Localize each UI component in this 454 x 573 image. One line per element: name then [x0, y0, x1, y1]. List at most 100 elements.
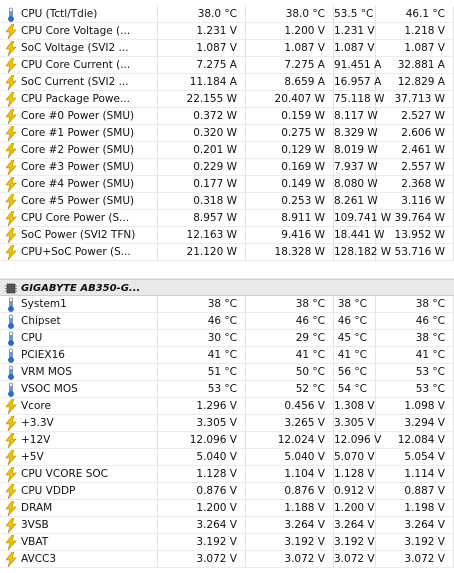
sensor-name-cell: CPU Package Powe... — [0, 91, 158, 108]
current-value: 7.275 A — [158, 57, 246, 74]
table-row[interactable]: +3.3V 3.305 V 3.265 V 3.305 V 3.294 V — [0, 415, 454, 432]
table-row[interactable]: Core #0 Power (SMU) 0.372 W 0.159 W 8.117 W… — [0, 108, 454, 125]
table-row[interactable]: Core #4 Power (SMU) 0.177 W 0.149 W 8.080 W… — [0, 176, 454, 193]
lightning-icon — [4, 125, 18, 142]
thermometer-icon — [4, 348, 18, 363]
table-row[interactable]: Core #2 Power (SMU) 0.201 W 0.129 W 8.019 W… — [0, 142, 454, 159]
table-row[interactable]: VBAT 3.192 V 3.192 V 3.192 V 3.192 V — [0, 534, 454, 551]
minimum-value: 0.456 V — [246, 398, 334, 415]
sensor-name-cell: CPU Core Voltage (... — [0, 23, 158, 40]
table-row[interactable]: SoC Voltage (SVI2 ... 1.087 V 1.087 V 1.087… — [0, 40, 454, 57]
minimum-value: 52 °C — [246, 381, 334, 398]
minimum-value: 0.159 W — [246, 108, 334, 125]
maximum-value: 3.072 V — [334, 551, 376, 568]
table-row[interactable]: Core #1 Power (SMU) 0.320 W 0.275 W 8.329 W… — [0, 125, 454, 142]
table-row[interactable]: CPU+SoC Power (S... 21.120 W 18.328 W 128.1… — [0, 244, 454, 261]
sensor-name-cell: 3VSB — [0, 517, 158, 534]
lightning-icon — [4, 91, 18, 108]
maximum-value: 56 °C — [334, 364, 376, 381]
sensor-label: 3VSB — [21, 519, 49, 531]
lightning-icon — [4, 432, 18, 449]
maximum-value: 1.200 V — [334, 500, 376, 517]
current-value: 12.163 W — [158, 227, 246, 244]
maximum-value: 8.019 W — [334, 142, 378, 159]
table-row[interactable]: CPU Core Current (... 7.275 A 7.275 A 91.45… — [0, 57, 454, 74]
table-row[interactable]: AVCC3 3.072 V 3.072 V 3.072 V 3.072 V — [0, 551, 454, 568]
average-value: 38 °C — [376, 296, 454, 313]
table-row[interactable]: CPU 30 °C 29 °C 45 °C 38 °C — [0, 330, 454, 347]
lightning-icon — [4, 210, 18, 227]
table-row[interactable]: +12V 12.096 V 12.024 V 12.096 V 12.084 V — [0, 432, 454, 449]
table-row[interactable]: PCIEX16 41 °C 41 °C 41 °C 41 °C — [0, 347, 454, 364]
average-value: 12.084 V — [376, 432, 454, 449]
sensor-label: VRM MOS — [21, 366, 72, 378]
minimum-value: 0.253 W — [246, 193, 334, 210]
group-label: GIGABYTE AB350-G... — [21, 283, 141, 294]
sensor-name-cell: CPU Core Current (... — [0, 57, 158, 74]
table-row[interactable]: Vcore 1.296 V 0.456 V 1.308 V 1.098 V — [0, 398, 454, 415]
table-row[interactable]: CPU Core Power (S... 8.957 W 8.911 W 109.74… — [0, 210, 454, 227]
current-value: 1.231 V — [158, 23, 246, 40]
minimum-value: 38 °C — [246, 296, 334, 313]
sensor-name-cell: SoC Current (SVI2 ... — [0, 74, 158, 91]
table-row[interactable]: VSOC MOS 53 °C 52 °C 54 °C 53 °C — [0, 381, 454, 398]
maximum-value: 41 °C — [334, 347, 376, 364]
current-value: 5.040 V — [158, 449, 246, 466]
average-value: 39.764 W — [376, 210, 454, 227]
table-row[interactable]: Core #3 Power (SMU) 0.229 W 0.169 W 7.937 W… — [0, 159, 454, 176]
maximum-value: 1.128 V — [334, 466, 376, 483]
table-row[interactable]: System1 38 °C 38 °C 38 °C 38 °C — [0, 296, 454, 313]
sensor-name-cell: VBAT — [0, 534, 158, 551]
sensor-label: Core #4 Power (SMU) — [21, 178, 135, 190]
average-value: 12.829 A — [376, 74, 454, 91]
table-row[interactable]: SoC Power (SVI2 TFN) 12.163 W 9.416 W 18.44… — [0, 227, 454, 244]
table-row[interactable]: Chipset 46 °C 46 °C 46 °C 46 °C — [0, 313, 454, 330]
table-row[interactable]: SoC Current (SVI2 ... 11.184 A 8.659 A 16.9… — [0, 74, 454, 91]
table-row[interactable]: CPU Core Voltage (... 1.231 V 1.200 V 1.231… — [0, 23, 454, 40]
average-value: 3.192 V — [376, 534, 454, 551]
current-value: 1.200 V — [158, 500, 246, 517]
average-value: 2.527 W — [376, 108, 454, 125]
current-value: 0.229 W — [158, 159, 246, 176]
current-value: 38.0 °C — [158, 6, 246, 23]
lightning-icon — [4, 142, 18, 159]
minimum-value: 1.104 V — [246, 466, 334, 483]
table-row[interactable]: 3VSB 3.264 V 3.264 V 3.264 V 3.264 V — [0, 517, 454, 534]
sensor-name-cell: SoC Power (SVI2 TFN) — [0, 227, 158, 244]
table-row[interactable]: VRM MOS 51 °C 50 °C 56 °C 53 °C — [0, 364, 454, 381]
sensor-label: +3.3V — [21, 417, 54, 429]
table-row[interactable]: Core #5 Power (SMU) 0.318 W 0.253 W 8.261 W… — [0, 193, 454, 210]
lightning-icon — [4, 23, 18, 40]
group-header[interactable]: GIGABYTE AB350-G... — [0, 279, 454, 296]
current-value: 41 °C — [158, 347, 246, 364]
table-row[interactable]: CPU (Tctl/Tdie) 38.0 °C 38.0 °C 53.5 °C 46.1… — [0, 6, 454, 23]
lightning-icon — [4, 74, 18, 91]
sensor-name-cell: Chipset — [0, 313, 158, 330]
maximum-value: 45 °C — [334, 330, 376, 347]
thermometer-icon — [4, 297, 18, 312]
lightning-icon — [4, 193, 18, 210]
lightning-icon — [4, 227, 18, 244]
thermometer-icon — [4, 365, 18, 380]
sensor-name-cell: CPU VDDP — [0, 483, 158, 500]
maximum-value: 128.182 W — [334, 244, 391, 261]
sensor-label: SoC Power (SVI2 TFN) — [21, 229, 136, 241]
table-row[interactable]: DRAM 1.200 V 1.188 V 1.200 V 1.198 V — [0, 500, 454, 517]
maximum-value: 5.070 V — [334, 449, 376, 466]
average-value: 32.881 A — [376, 57, 454, 74]
average-value: 1.218 V — [376, 23, 454, 40]
lightning-icon — [4, 244, 18, 261]
table-row[interactable]: CPU Package Powe... 22.155 W 20.407 W 75.11… — [0, 91, 454, 108]
table-row[interactable]: +5V 5.040 V 5.040 V 5.070 V 5.054 V — [0, 449, 454, 466]
maximum-value: 0.912 V — [334, 483, 376, 500]
sensor-label: Vcore — [21, 400, 51, 412]
table-row[interactable]: CPU VCORE SOC 1.128 V 1.104 V 1.128 V 1.114 … — [0, 466, 454, 483]
lightning-icon — [4, 449, 18, 466]
sensor-label: DRAM — [21, 502, 53, 514]
maximum-value: 18.441 W — [334, 227, 384, 244]
sensor-label: Core #3 Power (SMU) — [21, 161, 135, 173]
maximum-value: 75.118 W — [334, 91, 384, 108]
table-row[interactable]: CPU VDDP 0.876 V 0.876 V 0.912 V 0.887 V — [0, 483, 454, 500]
sensor-label: CPU Core Power (S... — [21, 212, 130, 224]
sensor-label: SoC Current (SVI2 ... — [21, 76, 129, 88]
